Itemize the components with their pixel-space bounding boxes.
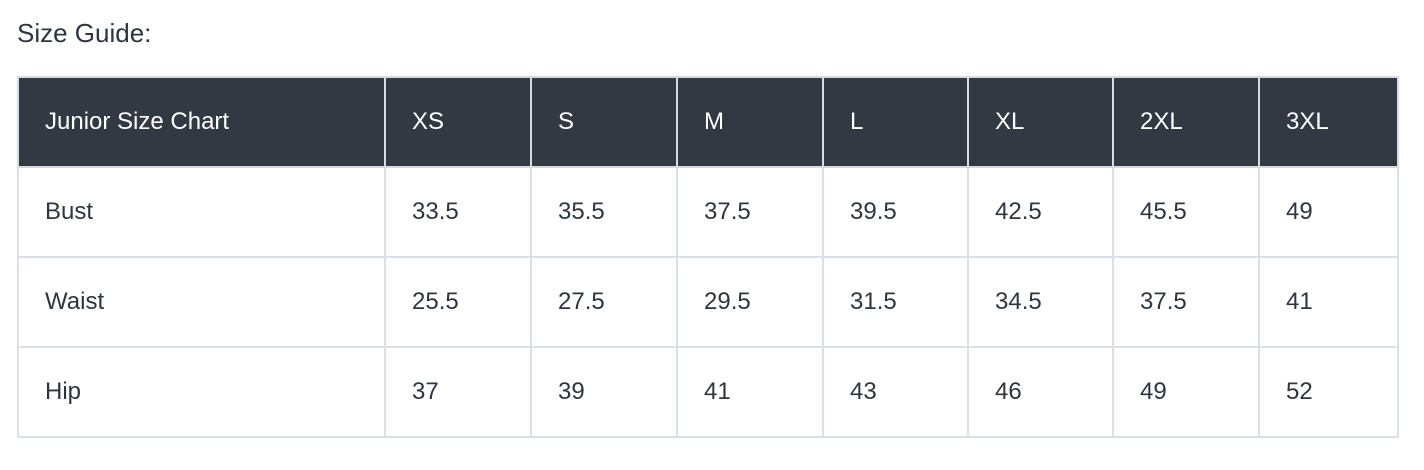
cell-hip-xl: 46 [967, 345, 1114, 438]
table-row-bust: Bust 33.5 35.5 37.5 39.5 42.5 45.5 49 [17, 165, 1399, 258]
cell-bust-s: 35.5 [530, 165, 678, 258]
page-title: Size Guide: [17, 18, 152, 48]
cell-hip-m: 41 [676, 345, 824, 438]
header-cell-title: Junior Size Chart [17, 75, 386, 168]
cell-hip-s: 39 [530, 345, 678, 438]
cell-hip-2xl: 49 [1112, 345, 1260, 438]
cell-waist-l: 31.5 [822, 255, 969, 348]
header-cell-m: M [676, 75, 824, 168]
cell-waist-m: 29.5 [676, 255, 824, 348]
table-row-hip: Hip 37 39 41 43 46 49 52 [17, 345, 1399, 438]
cell-waist-xl: 34.5 [967, 255, 1114, 348]
row-label-waist: Waist [17, 255, 386, 348]
cell-hip-l: 43 [822, 345, 969, 438]
cell-bust-2xl: 45.5 [1112, 165, 1260, 258]
header-cell-s: S [530, 75, 678, 168]
row-label-bust: Bust [17, 165, 386, 258]
header-cell-2xl: 2XL [1112, 75, 1260, 168]
cell-hip-xs: 37 [384, 345, 532, 438]
header-cell-xl: XL [967, 75, 1114, 168]
header-cell-l: L [822, 75, 969, 168]
header-row: Junior Size Chart XS S M L XL 2XL 3XL [17, 75, 1399, 168]
cell-bust-l: 39.5 [822, 165, 969, 258]
table-row-waist: Waist 25.5 27.5 29.5 31.5 34.5 37.5 41 [17, 255, 1399, 348]
cell-bust-3xl: 49 [1258, 165, 1399, 258]
cell-bust-m: 37.5 [676, 165, 824, 258]
cell-waist-s: 27.5 [530, 255, 678, 348]
cell-bust-xs: 33.5 [384, 165, 532, 258]
header-cell-3xl: 3XL [1258, 75, 1399, 168]
cell-waist-xs: 25.5 [384, 255, 532, 348]
cell-bust-xl: 42.5 [967, 165, 1114, 258]
cell-waist-2xl: 37.5 [1112, 255, 1260, 348]
cell-hip-3xl: 52 [1258, 345, 1399, 438]
size-guide-table: Junior Size Chart XS S M L XL 2XL 3XL Bu… [17, 75, 1399, 438]
header-cell-xs: XS [384, 75, 532, 168]
row-label-hip: Hip [17, 345, 386, 438]
cell-waist-3xl: 41 [1258, 255, 1399, 348]
